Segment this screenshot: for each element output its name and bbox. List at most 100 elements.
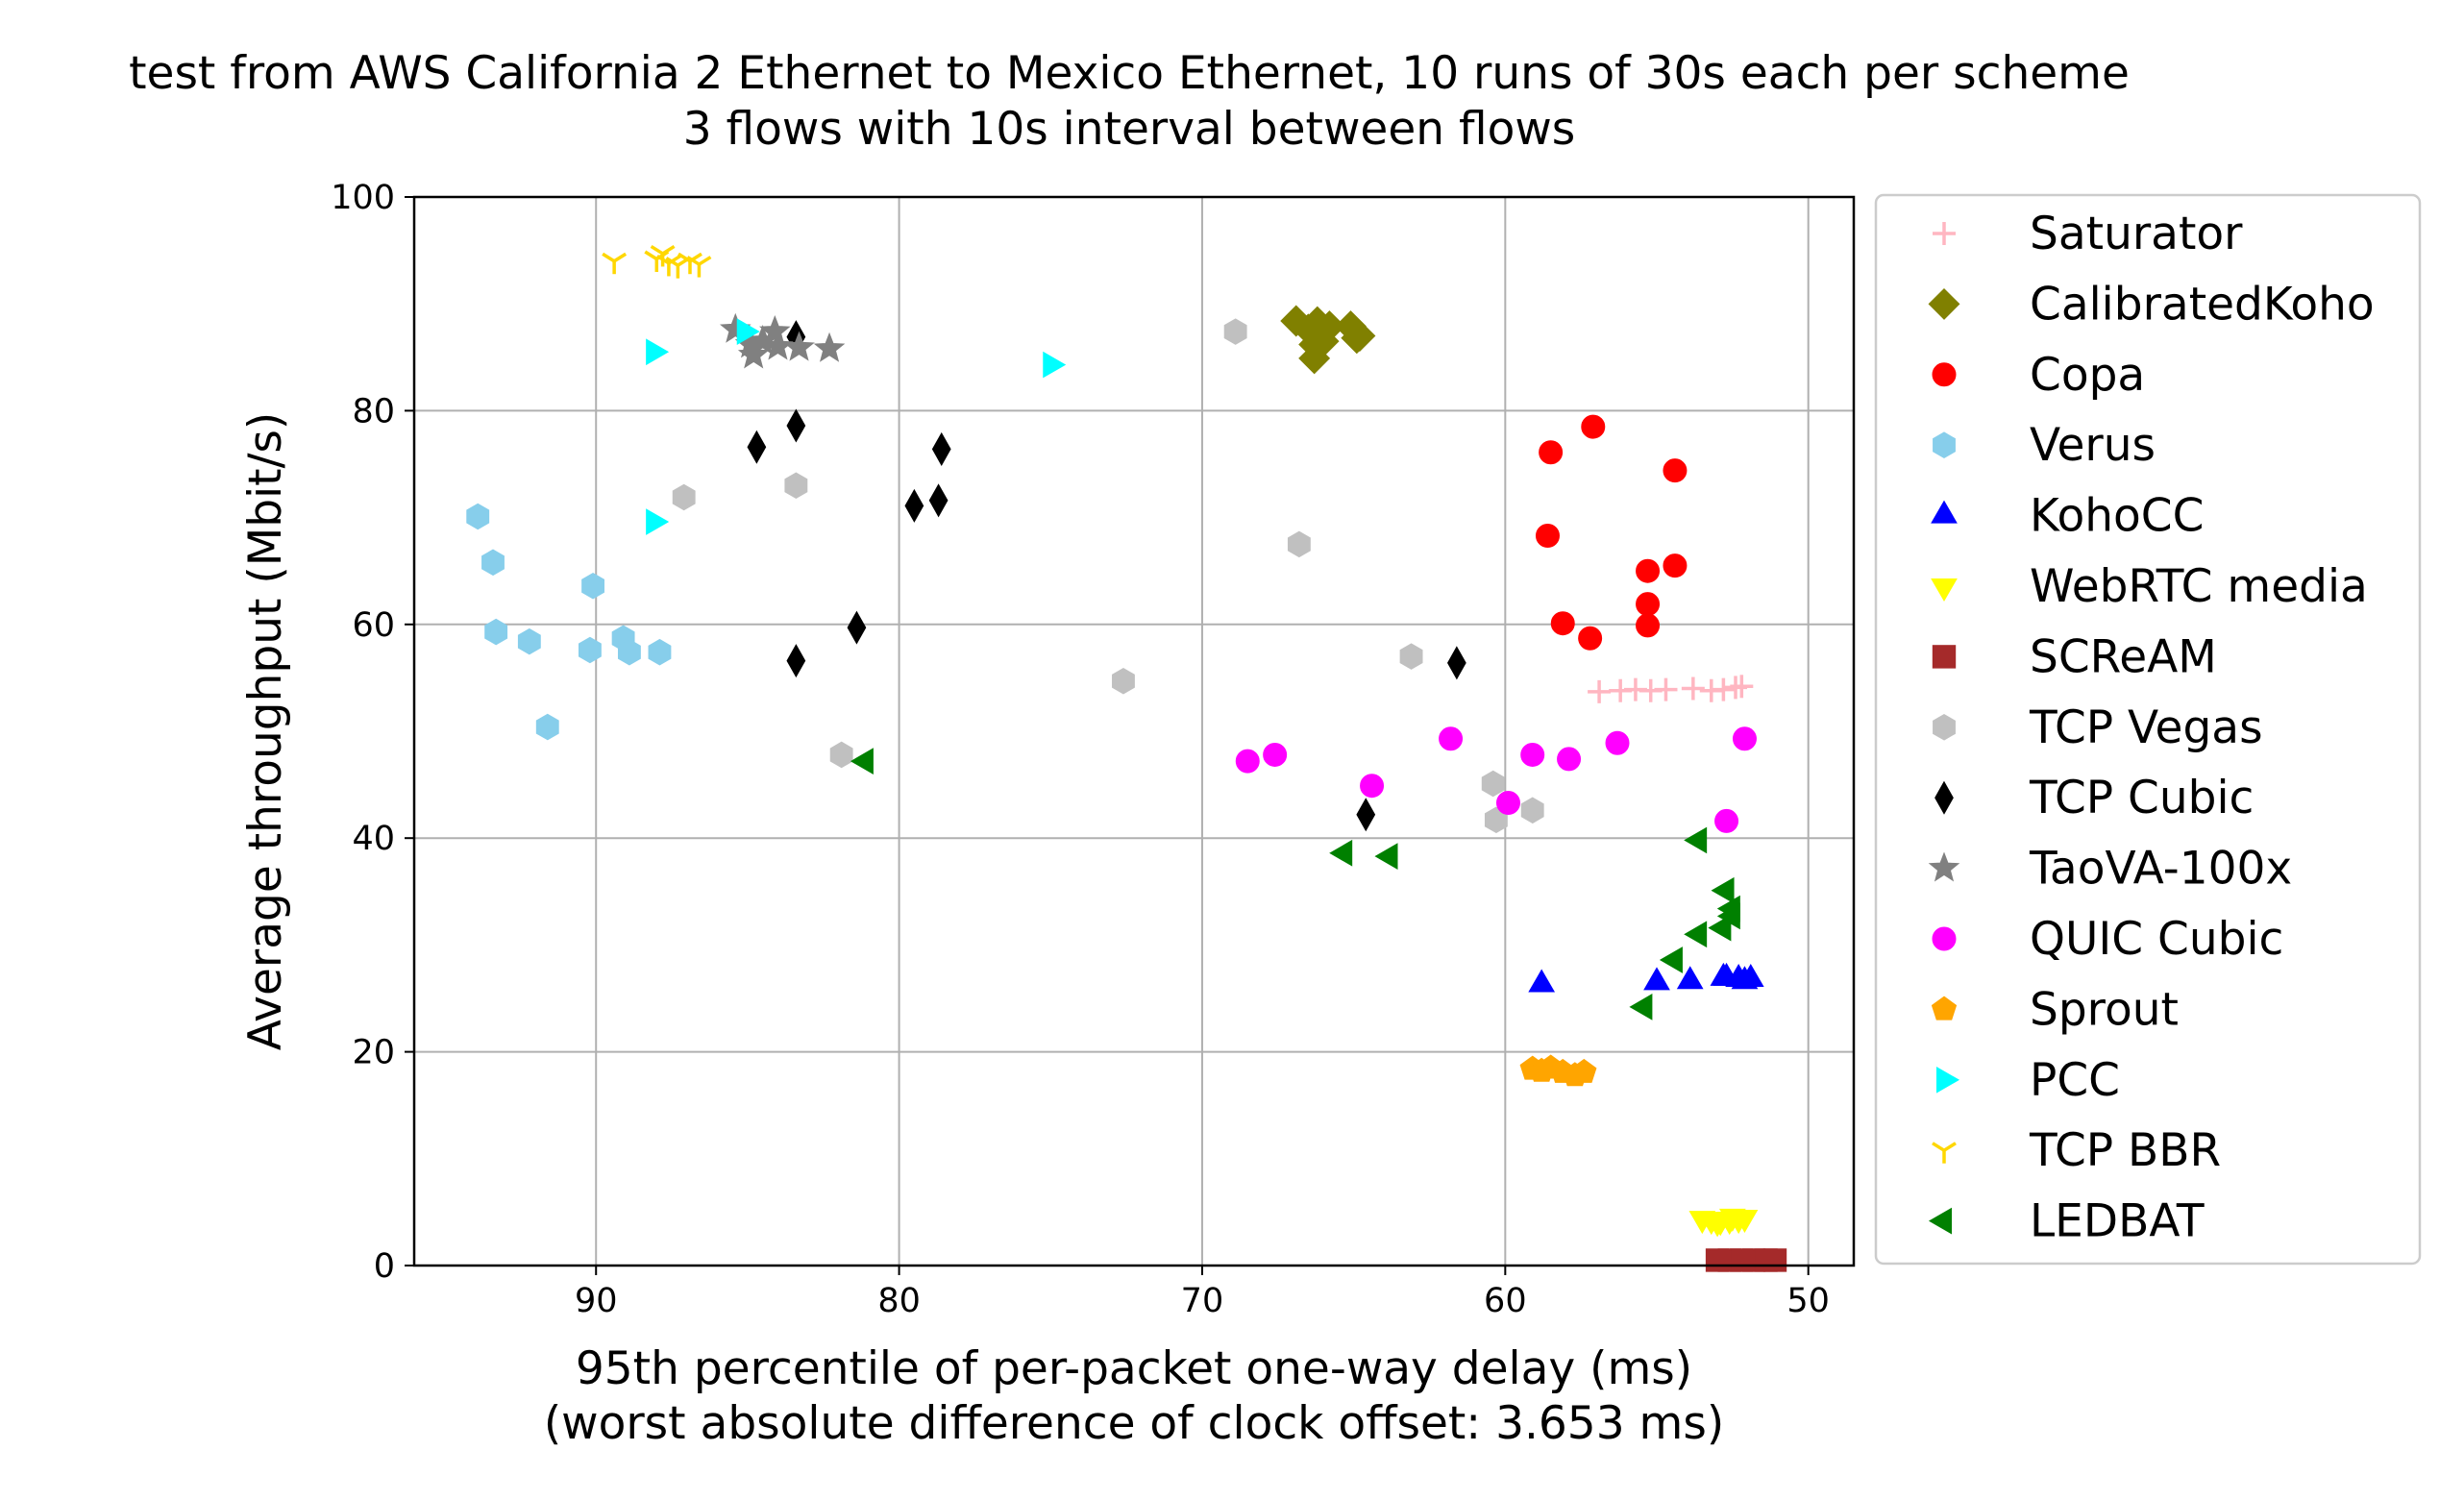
data-point bbox=[1708, 914, 1732, 942]
data-point bbox=[1654, 677, 1678, 701]
legend-entry: Verus bbox=[1933, 419, 2156, 472]
data-point bbox=[466, 503, 490, 530]
legend-entry: TCP BBR bbox=[1932, 1124, 2221, 1177]
data-point bbox=[672, 483, 696, 511]
legend-marker bbox=[1928, 851, 1960, 882]
data-point bbox=[747, 324, 778, 355]
plot-frame bbox=[412, 195, 1856, 1267]
data-points bbox=[466, 244, 1787, 1272]
data-point bbox=[1360, 774, 1385, 799]
data-point bbox=[1223, 318, 1247, 345]
data-point bbox=[1730, 675, 1754, 699]
legend-label: Sprout bbox=[2030, 983, 2179, 1036]
legend-marker bbox=[1932, 1142, 1957, 1164]
legend-label: PCC bbox=[2030, 1054, 2120, 1107]
data-point bbox=[1263, 742, 1288, 767]
legend-marker bbox=[1933, 714, 1956, 741]
data-point bbox=[1495, 791, 1520, 815]
data-point bbox=[1718, 1208, 1746, 1232]
legend-entry: Saturator bbox=[1933, 208, 2243, 260]
legend-entry: TCP Vegas bbox=[1933, 701, 2263, 754]
y-axis: 0 20 40 60 80 100 bbox=[331, 179, 414, 1286]
data-point bbox=[1307, 325, 1340, 357]
y-tick-label: 80 bbox=[352, 392, 395, 430]
data-point bbox=[1716, 902, 1740, 930]
data-point bbox=[1535, 524, 1560, 548]
legend-label: TCP Cubic bbox=[2029, 772, 2254, 824]
chart-title-line-1: test from AWS California 2 Ethernet to M… bbox=[129, 47, 2130, 100]
legend-label: QUIC Cubic bbox=[2030, 913, 2283, 966]
data-point bbox=[581, 572, 605, 600]
data-point bbox=[1714, 808, 1739, 833]
data-point bbox=[481, 549, 505, 577]
series-scream bbox=[1705, 1248, 1787, 1272]
legend-marker bbox=[1933, 222, 1956, 245]
data-point bbox=[1663, 553, 1688, 578]
series-copa bbox=[1535, 414, 1688, 651]
data-point bbox=[1762, 1248, 1787, 1272]
legend-label: TCP Vegas bbox=[2029, 701, 2263, 754]
data-point bbox=[1399, 643, 1423, 670]
legend-marker bbox=[1932, 926, 1957, 951]
legend-entry: TaoVA-100x bbox=[1928, 843, 2292, 896]
y-tick-label: 0 bbox=[374, 1247, 395, 1286]
data-point bbox=[786, 408, 806, 443]
data-point bbox=[1663, 458, 1688, 483]
series-pcc bbox=[646, 318, 1067, 535]
series-saturator bbox=[1588, 675, 1754, 703]
data-point bbox=[904, 488, 924, 523]
y-tick-label: 20 bbox=[352, 1034, 395, 1072]
legend-label: Verus bbox=[2030, 419, 2156, 472]
legend-entry: KohoCC bbox=[1931, 490, 2204, 543]
data-point bbox=[813, 332, 846, 362]
data-point bbox=[928, 483, 949, 518]
data-point bbox=[646, 338, 670, 366]
legend-entry: LEDBAT bbox=[1928, 1195, 2205, 1248]
data-point bbox=[1520, 797, 1544, 824]
data-point bbox=[1712, 962, 1740, 986]
data-point bbox=[648, 638, 672, 666]
data-point bbox=[1684, 921, 1708, 948]
data-point bbox=[1629, 994, 1653, 1020]
data-point bbox=[1704, 1214, 1731, 1238]
data-point bbox=[646, 508, 670, 535]
data-point bbox=[1343, 320, 1376, 353]
series-tcp-cubic bbox=[747, 320, 1466, 832]
legend-marker bbox=[1928, 287, 1960, 320]
series-ledbat bbox=[850, 748, 1740, 1020]
chart-title-line-2: 3 flows with 10s interval between flows bbox=[683, 103, 1576, 156]
data-point bbox=[829, 741, 853, 769]
legend-label: SCReAM bbox=[2030, 630, 2217, 683]
legend-marker bbox=[1931, 578, 1958, 602]
data-point bbox=[1439, 726, 1464, 751]
legend-entry: WebRTC media bbox=[1931, 560, 2368, 613]
data-point bbox=[1557, 747, 1582, 772]
data-point bbox=[931, 431, 951, 466]
data-point bbox=[617, 638, 641, 666]
legend-entry: Copa bbox=[1932, 349, 2145, 402]
legend-marker bbox=[1933, 431, 1956, 458]
data-point bbox=[1588, 679, 1612, 703]
legend-label: LEDBAT bbox=[2030, 1195, 2205, 1248]
data-point bbox=[1446, 646, 1466, 680]
legend-marker bbox=[1934, 780, 1954, 815]
series-calibratedkoho bbox=[1280, 305, 1376, 375]
data-point bbox=[784, 472, 808, 500]
data-point bbox=[1732, 726, 1757, 751]
data-point bbox=[1712, 677, 1736, 701]
data-point bbox=[850, 748, 874, 775]
series-verus bbox=[466, 503, 672, 741]
x-tick-label: 70 bbox=[1181, 1282, 1224, 1320]
y-tick-label: 40 bbox=[352, 820, 395, 858]
data-point bbox=[1484, 806, 1508, 834]
data-point bbox=[1550, 611, 1575, 636]
y-axis-label: Average throughput (Mbit/s) bbox=[239, 412, 292, 1050]
data-point bbox=[1528, 969, 1556, 993]
data-point bbox=[1329, 839, 1353, 867]
x-tick-label: 50 bbox=[1786, 1282, 1830, 1320]
data-point bbox=[1681, 676, 1705, 701]
data-point bbox=[1529, 1057, 1555, 1082]
data-point bbox=[1043, 351, 1067, 379]
data-point bbox=[1356, 798, 1376, 832]
